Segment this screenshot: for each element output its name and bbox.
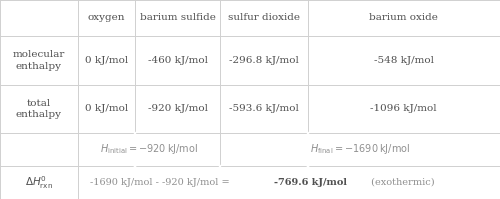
Text: sulfur dioxide: sulfur dioxide: [228, 13, 300, 22]
Text: (exothermic): (exothermic): [368, 178, 435, 187]
Text: -920 kJ/mol: -920 kJ/mol: [148, 104, 208, 113]
Text: 0 kJ/mol: 0 kJ/mol: [84, 104, 128, 113]
Text: 0 kJ/mol: 0 kJ/mol: [84, 56, 128, 65]
Text: total
enthalpy: total enthalpy: [16, 99, 62, 119]
Text: -296.8 kJ/mol: -296.8 kJ/mol: [229, 56, 298, 65]
Text: -593.6 kJ/mol: -593.6 kJ/mol: [229, 104, 298, 113]
Text: $\Delta H^0_{\mathrm{rxn}}$: $\Delta H^0_{\mathrm{rxn}}$: [24, 174, 53, 191]
Text: oxygen: oxygen: [88, 13, 125, 22]
Text: $\mathit{H}_{\mathrm{initial}}$ = −920 kJ/mol: $\mathit{H}_{\mathrm{initial}}$ = −920 k…: [100, 142, 198, 156]
Text: molecular
enthalpy: molecular enthalpy: [12, 50, 65, 71]
Text: -1690 kJ/mol - -920 kJ/mol =: -1690 kJ/mol - -920 kJ/mol =: [90, 178, 233, 187]
Text: $\mathit{H}_{\mathrm{final}}$ = −1690 kJ/mol: $\mathit{H}_{\mathrm{final}}$ = −1690 kJ…: [310, 142, 410, 156]
Text: -1096 kJ/mol: -1096 kJ/mol: [370, 104, 437, 113]
Text: -548 kJ/mol: -548 kJ/mol: [374, 56, 434, 65]
Text: -460 kJ/mol: -460 kJ/mol: [148, 56, 208, 65]
Text: barium sulfide: barium sulfide: [140, 13, 216, 22]
Text: barium oxide: barium oxide: [370, 13, 438, 22]
Text: -769.6 kJ/mol: -769.6 kJ/mol: [274, 178, 347, 187]
